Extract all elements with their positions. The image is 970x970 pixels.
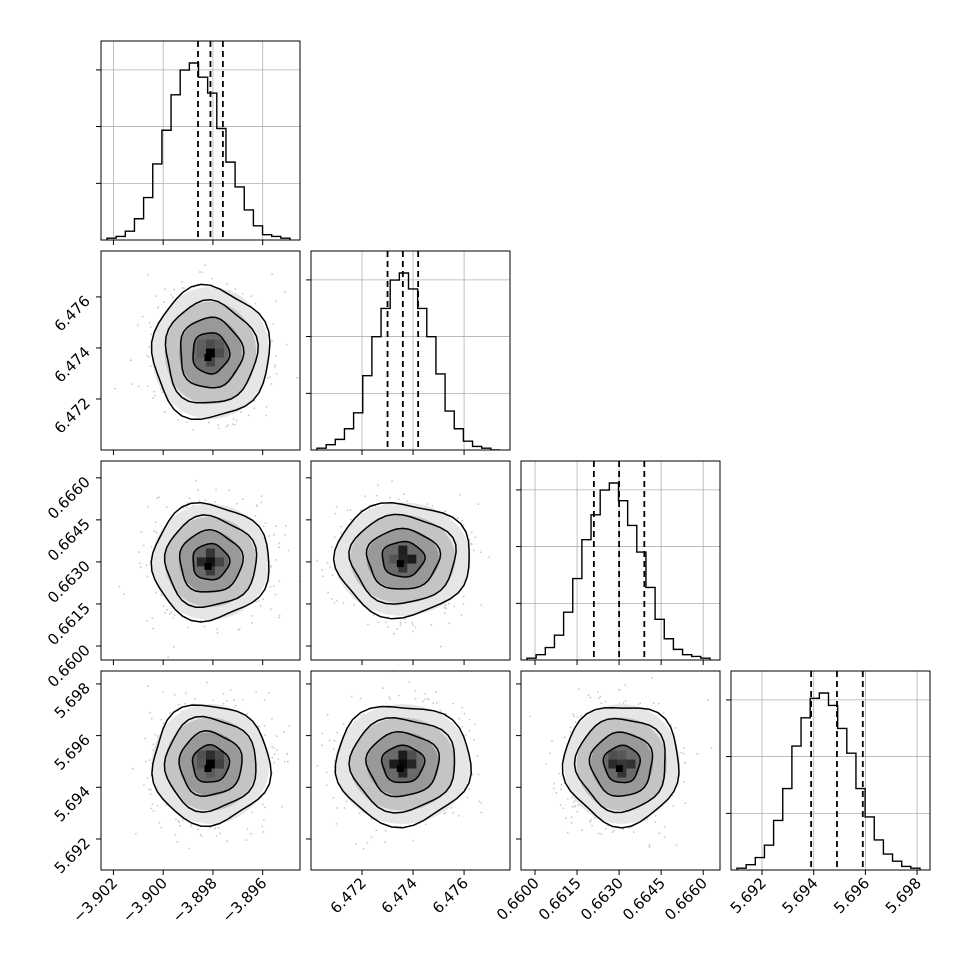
joint-panel-1-0	[96, 250, 301, 455]
hist-0-frame	[100, 40, 301, 241]
x-ticklabel-0-1: −3.900	[119, 874, 171, 926]
joint-3-2-content	[529, 676, 713, 848]
joint-panel-3-2	[516, 670, 721, 875]
x-ticklabel-2-0: 0.6600	[493, 874, 543, 924]
y-ticklabel-2-3: 0.6645	[44, 515, 94, 565]
x-ticklabel-3-0: 5.692	[727, 874, 770, 917]
y-ticklabel-3-0: 5.692	[51, 834, 94, 877]
joint-3-1-content	[316, 671, 483, 850]
y-ticklabel-3-2: 5.696	[51, 731, 94, 774]
joint-3-2-contour-0	[602, 744, 642, 784]
joint-3-0-frame	[100, 670, 301, 871]
hist-1-frame	[310, 250, 511, 451]
joint-3-2-peak	[615, 765, 623, 773]
joint-panel-2-1	[306, 460, 511, 665]
joint-panel-2-0	[96, 460, 301, 665]
joint-3-1-contour-2	[348, 717, 456, 814]
y-ticklabel-2-4: 0.6660	[44, 473, 94, 523]
joint-3-2-frame	[520, 670, 721, 871]
hist-1-steps	[316, 272, 500, 450]
joint-1-0-contour-0	[192, 332, 231, 375]
joint-3-0-content	[131, 681, 291, 850]
joint-2-0-contour-3	[150, 501, 270, 623]
joint-2-1-contour-1	[365, 527, 442, 590]
x-ticklabel-1-1: 6.474	[378, 874, 421, 917]
joint-2-0-contour-1	[178, 528, 244, 593]
hist-panel-3	[726, 670, 931, 875]
joint-3-0-peak	[204, 765, 212, 773]
joint-2-0-frame	[100, 460, 301, 661]
joint-1-0-contour-3	[150, 283, 271, 421]
hist-0-steps	[106, 62, 291, 240]
hist-panel-1	[306, 250, 511, 455]
joint-3-0-contour-1	[178, 730, 243, 797]
joint-3-1-peak	[396, 765, 404, 773]
joint-2-1-contour-2	[348, 513, 457, 605]
x-ticklabel-2-4: 0.6660	[661, 874, 711, 924]
joint-panel-3-1	[306, 670, 511, 875]
joint-2-1-peak	[396, 560, 404, 568]
joint-3-0-contour-2	[163, 715, 257, 814]
joint-1-0-peak	[204, 354, 212, 362]
joint-2-0-contour-0	[192, 542, 231, 581]
hist-panel-0	[96, 40, 301, 245]
joint-2-1-frame	[310, 460, 511, 661]
y-ticklabel-1-1: 6.474	[51, 343, 94, 386]
y-ticklabel-1-2: 6.476	[51, 292, 94, 335]
joint-2-0-content	[118, 479, 300, 658]
joint-panel-3-0	[96, 670, 301, 875]
joint-2-0-peak	[204, 562, 212, 570]
joint-1-0-contour-2	[164, 298, 259, 404]
joint-3-1-contour-1	[365, 730, 441, 798]
joint-3-1-contour-3	[334, 705, 472, 829]
joint-2-1-contour-3	[332, 502, 470, 620]
hist-3-steps	[736, 692, 921, 870]
joint-3-1-contour-0	[380, 744, 426, 784]
joint-3-0-contour-3	[151, 704, 272, 827]
y-ticklabel-1-0: 6.472	[51, 394, 94, 437]
joint-3-1-frame	[310, 670, 511, 871]
x-ticklabel-1-0: 6.472	[327, 874, 370, 917]
joint-1-0-contour-1	[179, 316, 245, 389]
x-ticklabel-2-3: 0.6645	[619, 874, 669, 924]
y-ticklabel-2-0: 0.6600	[44, 641, 94, 691]
x-ticklabel-3-1: 5.694	[778, 874, 821, 917]
x-ticklabel-2-2: 0.6630	[577, 874, 627, 924]
joint-2-0-contour-2	[163, 514, 258, 608]
x-ticklabel-2-1: 0.6615	[535, 874, 585, 924]
y-ticklabel-2-1: 0.6615	[44, 599, 94, 649]
joint-2-1-contour-0	[381, 540, 426, 578]
y-ticklabel-2-2: 0.6630	[44, 557, 94, 607]
joint-2-1-content	[316, 480, 490, 648]
x-ticklabel-3-2: 5.696	[830, 874, 873, 917]
joint-3-2-contour-3	[561, 707, 680, 829]
joint-1-0-content	[114, 264, 298, 431]
x-ticklabel-0-0: −3.902	[69, 874, 121, 926]
joint-3-2-contour-2	[573, 717, 666, 814]
x-ticklabel-0-3: −3.896	[219, 874, 271, 926]
joint-3-2-contour-1	[588, 731, 654, 798]
hist-2-frame	[520, 460, 721, 661]
x-ticklabel-3-3: 5.698	[882, 874, 925, 917]
x-ticklabel-1-2: 6.476	[429, 874, 472, 917]
joint-3-0-contour-0	[191, 743, 231, 783]
hist-3-frame	[730, 670, 931, 871]
hist-panel-2	[516, 460, 721, 665]
x-ticklabel-0-2: −3.898	[169, 874, 221, 926]
y-ticklabel-3-1: 5.694	[51, 782, 94, 825]
joint-1-0-frame	[100, 250, 301, 451]
